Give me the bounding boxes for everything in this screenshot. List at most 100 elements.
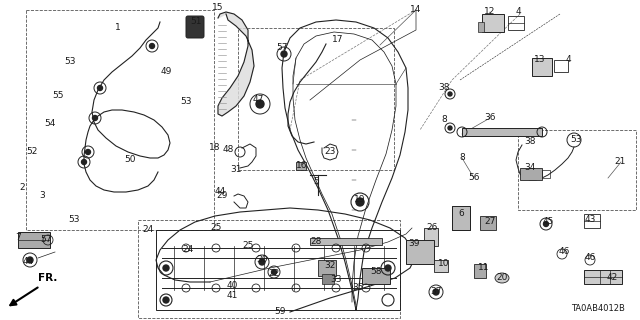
Text: 2: 2 [19, 183, 25, 193]
Text: 57: 57 [40, 236, 52, 244]
Bar [482, 14, 504, 32]
Circle shape [163, 297, 169, 303]
Bar [518, 130, 636, 210]
Text: 10: 10 [438, 260, 450, 268]
Text: 18: 18 [209, 143, 221, 153]
Text: 51: 51 [190, 18, 202, 27]
Bar [478, 22, 484, 32]
Text: 20: 20 [496, 274, 508, 283]
Text: 19: 19 [355, 196, 365, 204]
Text: 47: 47 [252, 95, 264, 105]
Text: 39: 39 [408, 239, 420, 249]
Bar [480, 216, 496, 230]
Circle shape [543, 221, 548, 227]
Circle shape [97, 85, 102, 91]
Circle shape [81, 159, 86, 164]
Bar [322, 274, 334, 284]
Text: 22: 22 [268, 269, 280, 278]
Bar [462, 128, 542, 136]
Circle shape [271, 269, 276, 275]
Text: 3: 3 [39, 191, 45, 201]
Bar [508, 16, 524, 30]
Bar [584, 214, 600, 228]
Text: 30: 30 [256, 255, 268, 265]
Bar [532, 58, 552, 76]
Text: 46: 46 [558, 247, 570, 257]
Text: 5: 5 [313, 178, 319, 187]
Circle shape [163, 265, 169, 271]
Text: 44: 44 [22, 258, 34, 267]
Text: 29: 29 [216, 190, 228, 199]
Text: 21: 21 [614, 157, 626, 166]
Bar [542, 170, 550, 178]
Text: 16: 16 [296, 161, 308, 170]
Text: 8: 8 [441, 116, 447, 124]
Text: 53: 53 [180, 98, 192, 107]
Text: 23: 23 [324, 148, 336, 156]
Text: 56: 56 [468, 173, 480, 182]
Text: 36: 36 [484, 114, 496, 123]
Text: 48: 48 [222, 146, 234, 155]
Text: 50: 50 [124, 156, 136, 164]
Text: 25: 25 [211, 223, 221, 233]
Text: 6: 6 [458, 209, 464, 218]
Text: 57: 57 [276, 44, 288, 52]
Text: 37: 37 [430, 287, 442, 297]
Text: 40: 40 [227, 282, 237, 291]
Circle shape [385, 265, 391, 271]
Bar [554, 60, 568, 72]
Bar [156, 230, 400, 310]
Text: 11: 11 [478, 263, 490, 273]
Polygon shape [218, 12, 254, 116]
Text: 35: 35 [352, 284, 364, 292]
Text: 4: 4 [565, 55, 571, 65]
Text: 55: 55 [52, 92, 64, 100]
Circle shape [448, 92, 452, 96]
Circle shape [256, 100, 264, 108]
Text: 42: 42 [606, 274, 618, 283]
Circle shape [27, 257, 33, 263]
Bar [26, 10, 214, 230]
Bar [238, 28, 394, 170]
Bar [318, 260, 336, 276]
Text: 54: 54 [44, 119, 56, 129]
Text: 8: 8 [459, 154, 465, 163]
Circle shape [356, 198, 364, 206]
Text: 26: 26 [426, 223, 438, 233]
Text: 34: 34 [524, 164, 536, 172]
Text: 31: 31 [230, 165, 242, 174]
Bar [138, 220, 400, 318]
Bar [18, 232, 50, 248]
Circle shape [150, 44, 154, 49]
Text: 43: 43 [584, 215, 596, 225]
Text: 15: 15 [212, 4, 224, 12]
Text: 24: 24 [142, 226, 154, 235]
Circle shape [281, 51, 287, 57]
Text: 59: 59 [275, 308, 285, 316]
Bar [362, 268, 390, 284]
Bar [520, 168, 542, 180]
Text: 1: 1 [115, 23, 121, 33]
Text: 46: 46 [584, 253, 596, 262]
Text: 17: 17 [332, 36, 344, 44]
Text: 38: 38 [438, 84, 450, 92]
Text: 28: 28 [310, 237, 322, 246]
Text: 53: 53 [68, 215, 80, 225]
Text: 4: 4 [515, 7, 521, 17]
Bar [474, 264, 486, 278]
Circle shape [433, 289, 439, 295]
Bar [434, 260, 448, 272]
Text: 58: 58 [371, 268, 381, 276]
Text: 27: 27 [484, 218, 496, 227]
Bar [584, 270, 622, 284]
Text: 13: 13 [534, 55, 546, 65]
Circle shape [259, 259, 265, 265]
Text: FR.: FR. [38, 273, 58, 283]
Bar [310, 238, 382, 245]
FancyBboxPatch shape [186, 16, 204, 38]
Ellipse shape [495, 273, 509, 283]
Text: 12: 12 [484, 7, 496, 17]
Text: 7: 7 [15, 234, 21, 243]
Circle shape [86, 149, 90, 155]
Text: 53: 53 [570, 135, 582, 145]
